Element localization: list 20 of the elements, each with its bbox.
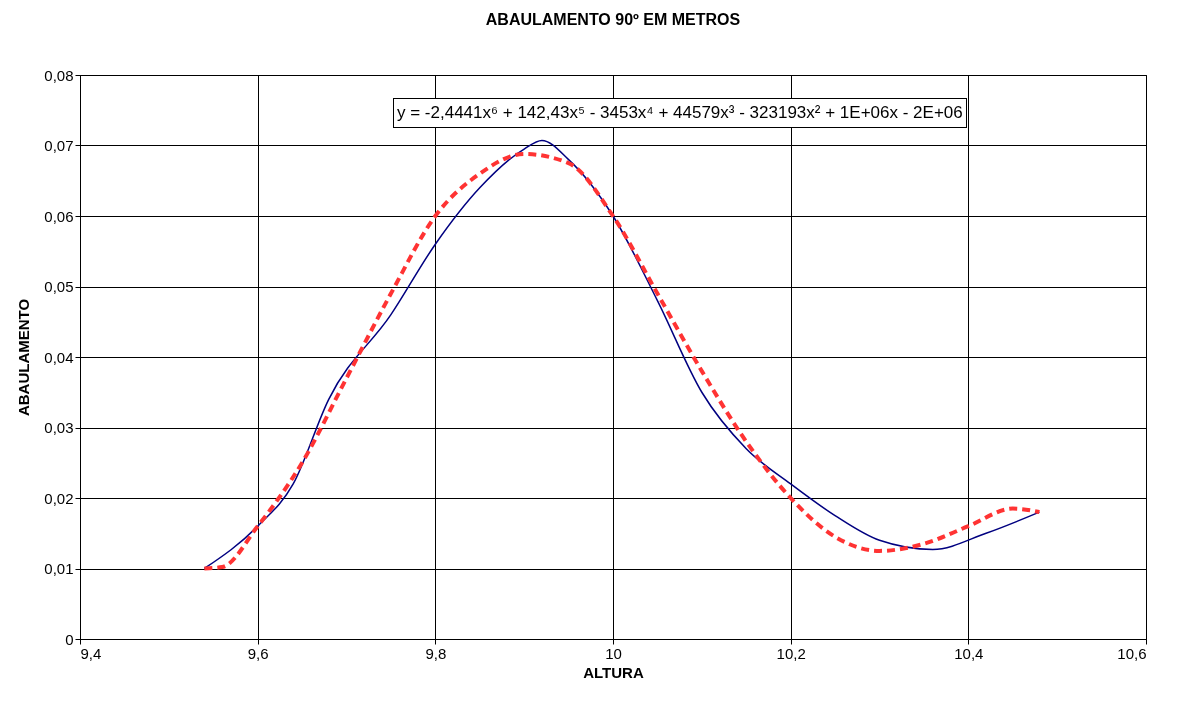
x-tick-label: 10,6	[1117, 644, 1147, 662]
chart-title: ABAULAMENTO 90º EM METROS	[485, 11, 741, 28]
x-tick-label: 10,2	[776, 644, 806, 662]
equation-box: y = -2,4441x⁶ + 142,43x⁵ - 3453x⁴ + 44579x³ - 323193x² + 1E+06x - 2E+06	[393, 98, 967, 128]
x-tick-label: 10	[605, 644, 622, 662]
y-tick-label: 0,08	[44, 66, 74, 84]
x-tick-label: 10,4	[954, 644, 984, 662]
x-tick-label: 9,8	[425, 644, 447, 662]
x-tick-label: 9,4	[80, 644, 102, 662]
y-tick-label: 0,05	[44, 278, 74, 295]
y-axis-title: ABAULAMENTO	[15, 298, 33, 417]
y-tick-label: 0,03	[44, 419, 74, 436]
x-tick-label: 9,6	[247, 644, 269, 662]
y-tick-label: 0,04	[44, 348, 74, 366]
y-tick-label: 0,02	[44, 489, 74, 507]
y-tick-label: 0	[65, 630, 74, 648]
y-tick-label: 0,07	[44, 137, 74, 154]
y-tick-label: 0,06	[44, 207, 74, 225]
x-axis-title: ALTURA	[583, 663, 644, 681]
y-tick-label: 0,01	[44, 560, 74, 577]
